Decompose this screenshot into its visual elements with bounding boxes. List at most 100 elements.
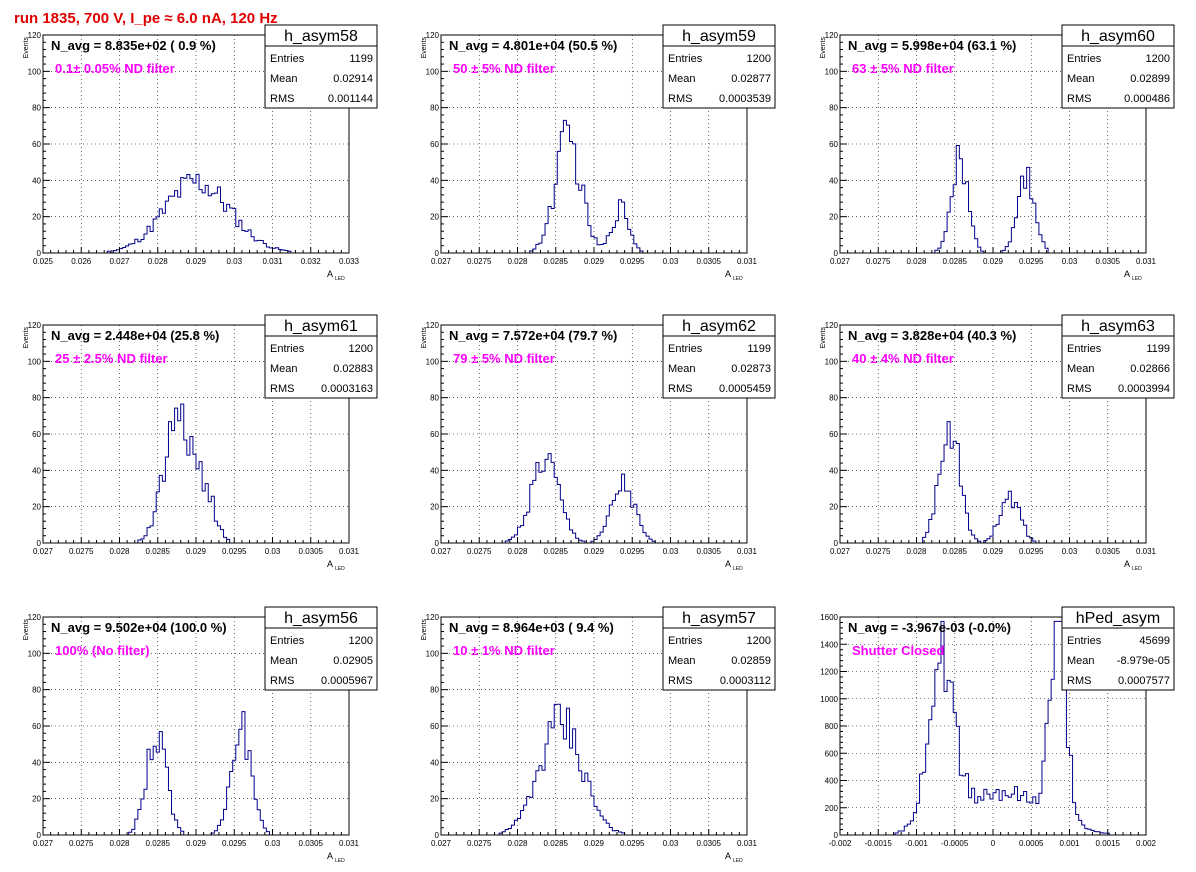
x-tick-label: 0.0295 [1019,547,1044,556]
x-tick-label: 0.028 [906,547,927,556]
y-tick-label: 0 [37,539,42,548]
x-tick-label: 0.031 [262,257,283,266]
y-tick-label: 120 [426,31,440,40]
x-tick-label: 0 [991,839,996,848]
n-avg-header: N_avg = 2.448e+04 (25.8 %) [51,328,219,343]
x-axis-title-subscript: LED [733,566,743,572]
histogram-panel-h_asym63: 0.027 0.0275 0.028 0.0285 0.029 0.0295 0.03 0.0… [820,314,1175,572]
stat-label-rms: RMS [1067,675,1091,687]
y-tick-label: 80 [430,104,439,113]
y-tick-label: 60 [829,140,838,149]
y-tick-label: 0 [834,831,839,840]
stat-label-mean: Mean [1067,655,1095,667]
x-tick-label: -0.0015 [865,839,893,848]
x-tick-label: 0.0305 [697,257,722,266]
x-tick-label: 0.0285 [943,257,968,266]
stat-value-rms: 0.0005459 [719,383,771,395]
histogram-panel-hPed_asym: -0.002 -0.0015 -0.001 -0.0005 0 0.0005 0.001 0.… [820,606,1175,848]
x-tick-label: 0.027 [830,257,851,266]
x-tick-label: 0.0275 [866,257,891,266]
filter-annotation: 63 ± 5% ND filter [852,61,954,76]
x-axis-title-subscript: LED [335,566,345,572]
stat-value-rms: 0.0003163 [321,383,373,395]
x-tick-label: 0.031 [737,547,758,556]
stat-label-mean: Mean [668,363,696,375]
stat-label-mean: Mean [270,655,298,667]
y-tick-label: 400 [825,777,839,786]
x-tick-label: 0.031 [339,547,360,556]
y-tick-label: 120 [28,31,42,40]
y-tick-label: 120 [825,321,839,330]
histogram-line [840,620,1146,836]
y-tick-label: 40 [829,466,838,475]
x-tick-label: 0.0305 [1096,257,1121,266]
histogram-name: h_asym57 [682,610,756,627]
stats-box [1061,314,1175,399]
histogram-name: h_asym59 [682,28,756,45]
histogram-name: h_asym60 [1081,28,1155,45]
x-tick-label: 0.031 [1136,257,1157,266]
x-tick-label: 0.028 [148,257,169,266]
stat-label-entries: Entries [1067,343,1102,355]
x-tick-label: 0.0295 [222,839,247,848]
stat-label-entries: Entries [270,635,305,647]
y-tick-label: 40 [430,758,439,767]
stat-value-mean: 0.02877 [731,73,771,85]
y-tick-label: 80 [829,104,838,113]
x-tick-label: 0.027 [431,839,452,848]
histogram-panel-h_asym62: 0.027 0.0275 0.028 0.0285 0.029 0.0295 0.03 0.0… [421,314,776,572]
histogram-panel-h_asym59: 0.027 0.0275 0.028 0.0285 0.029 0.0295 0.03 0.0… [421,24,776,282]
filter-annotation: Shutter Closed [852,643,945,658]
n-avg-header: N_avg = 8.964e+03 ( 9.4 %) [449,620,614,635]
x-tick-label: 0.002 [1136,839,1157,848]
x-tick-label: 0.031 [1136,547,1157,556]
stats-box [662,606,776,691]
x-axis-title: A [1124,269,1130,279]
x-tick-label: 0.027 [33,839,54,848]
y-tick-label: 0 [435,539,440,548]
x-tick-label: 0.0275 [69,547,94,556]
x-tick-label: 0.027 [109,257,130,266]
x-tick-label: -0.0005 [941,839,969,848]
stat-label-entries: Entries [668,635,703,647]
y-tick-label: 600 [825,749,839,758]
y-tick-label: 20 [32,795,41,804]
y-axis-title: Events [23,619,30,641]
y-tick-label: 100 [426,357,440,366]
y-tick-label: 0 [37,831,42,840]
stat-label-rms: RMS [1067,383,1091,395]
x-tick-label: 0.028 [906,257,927,266]
y-axis-title: Events [820,327,827,349]
y-tick-label: 80 [829,394,838,403]
stat-value-rms: 0.0003539 [719,93,771,105]
y-tick-label: 40 [32,758,41,767]
x-tick-label: 0.032 [301,257,322,266]
x-tick-label: 0.029 [983,257,1004,266]
y-tick-label: 1400 [820,640,838,649]
x-tick-label: 0.027 [830,547,851,556]
x-tick-label: 0.028 [109,547,130,556]
x-tick-label: 0.029 [983,547,1004,556]
stat-value-mean: 0.02866 [1130,363,1170,375]
filter-annotation: 79 ± 5% ND filter [453,351,555,366]
x-tick-label: -0.001 [905,839,928,848]
y-tick-label: 200 [825,804,839,813]
stats-box [662,24,776,109]
x-axis-title: A [327,559,333,569]
stat-label-rms: RMS [668,93,692,105]
n-avg-header: N_avg = 5.998e+04 (63.1 %) [848,38,1016,53]
y-axis-title: Events [23,37,30,59]
y-tick-label: 40 [430,466,439,475]
y-tick-label: 60 [32,722,41,731]
x-tick-label: 0.0285 [146,547,171,556]
x-tick-label: 0.028 [109,839,130,848]
stat-label-mean: Mean [668,655,696,667]
y-tick-label: 120 [28,321,42,330]
y-tick-label: 20 [430,795,439,804]
x-tick-label: 0.0305 [299,547,324,556]
stats-box [264,24,378,109]
x-tick-label: 0.028 [507,257,528,266]
x-tick-label: 0.03 [1062,547,1078,556]
filter-annotation: 25 ± 2.5% ND filter [55,351,168,366]
